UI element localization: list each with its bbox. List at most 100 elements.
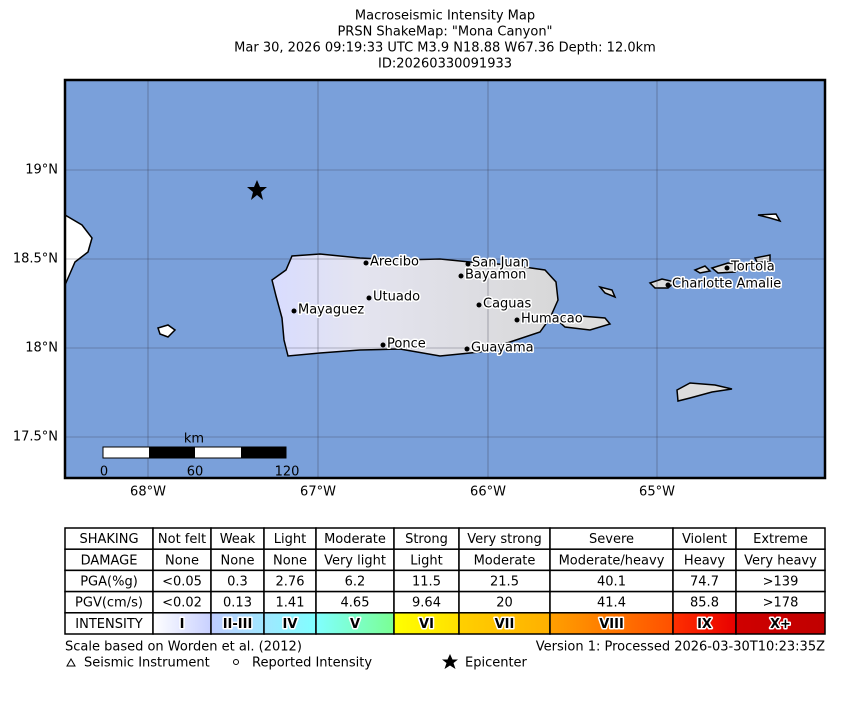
- table-text: 40.1: [597, 575, 626, 590]
- table-text: 21.5: [490, 575, 519, 590]
- city-label: Humacao: [521, 312, 583, 327]
- lon-label: 67°W: [300, 485, 336, 500]
- table-text: 4.65: [341, 596, 370, 611]
- city-label: Charlotte Amalie: [672, 277, 781, 292]
- city-dot: [366, 295, 372, 301]
- intensity-label: VIII: [599, 617, 624, 632]
- anegada: [757, 213, 782, 223]
- table-text: Very heavy: [744, 553, 817, 568]
- table-text: Heavy: [684, 553, 725, 568]
- scale-label: 60: [187, 465, 204, 480]
- reported-legend: Reported Intensity: [252, 656, 372, 671]
- mona-island: [157, 324, 177, 338]
- city-label: Tortola: [730, 260, 775, 275]
- table-text: SHAKING: [79, 532, 138, 547]
- intensity-label: II-III: [223, 617, 253, 632]
- table-text: PGA(%g): [80, 575, 138, 590]
- table-text: 41.4: [597, 596, 626, 611]
- intensity-label: VI: [419, 617, 434, 632]
- lon-label: 66°W: [470, 485, 506, 500]
- instrument-legend: Seismic Instrument: [84, 656, 210, 671]
- intensity-label: IX: [697, 617, 712, 632]
- table-text: None: [273, 553, 307, 568]
- table-text: Very light: [324, 553, 386, 568]
- lat-label: 18.5°N: [13, 252, 58, 267]
- intensity-label: I: [180, 617, 185, 632]
- intensity-label: IV: [283, 617, 298, 632]
- table-text: 6.2: [345, 575, 366, 590]
- city-dot: [514, 317, 520, 323]
- scale-bar: km 0 60 120: [100, 432, 300, 480]
- table-text: Moderate: [474, 553, 536, 568]
- table-text: Strong: [405, 532, 448, 547]
- city-dot: [458, 273, 464, 279]
- table-text: 85.8: [690, 596, 719, 611]
- city-dot: [380, 342, 386, 348]
- title-line: ID:20260330091933: [378, 57, 512, 72]
- table-text: Severe: [589, 532, 634, 547]
- table-text: None: [165, 553, 199, 568]
- title-line: Macroseismic Intensity Map: [355, 9, 535, 24]
- city-label: Bayamon: [465, 268, 526, 283]
- lon-label: 65°W: [639, 485, 675, 500]
- intensity-label: X+: [770, 617, 791, 632]
- table-text: 0.13: [223, 596, 252, 611]
- vieques: [553, 315, 612, 331]
- table-text: 2.76: [276, 575, 305, 590]
- city-label: Mayaguez: [298, 303, 364, 318]
- lon-label: 68°W: [130, 485, 166, 500]
- table-text: Light: [410, 553, 442, 568]
- table-text: <0.05: [162, 575, 202, 590]
- reported-icon: [233, 659, 239, 665]
- table-text: INTENSITY: [75, 617, 142, 632]
- table-text: Extreme: [753, 532, 808, 547]
- title-line: Mar 30, 2026 09:19:33 UTC M3.9 N18.88 W6…: [234, 41, 656, 56]
- scale-note: Scale based on Worden et al. (2012): [65, 640, 302, 655]
- table-text: None: [221, 553, 255, 568]
- table-text: Very strong: [467, 532, 541, 547]
- table-cell: [735, 612, 826, 635]
- city-label: Guayama: [471, 341, 534, 356]
- title: Macroseismic Intensity Map PRSN ShakeMap…: [234, 9, 656, 72]
- lat-label: 18°N: [25, 341, 58, 356]
- epicenter-star: [247, 180, 267, 200]
- instrument-icon: [66, 657, 76, 667]
- table-text: Light: [274, 532, 306, 547]
- city-dot: [724, 265, 730, 271]
- intensity-label: V: [350, 617, 360, 632]
- epicenter-icon: [442, 654, 458, 669]
- culebra: [597, 285, 617, 299]
- city-label: Arecibo: [370, 255, 419, 270]
- intensity-table: SHAKING Not felt Weak Light Moderate Strong Ve…: [64, 527, 826, 635]
- table-text: >178: [763, 596, 799, 611]
- scale-label: 0: [100, 465, 108, 480]
- st-croix: [676, 382, 733, 402]
- table-text: 11.5: [412, 575, 441, 590]
- city-dot: [363, 260, 369, 266]
- city-label: Utuado: [373, 290, 420, 305]
- city-label: Caguas: [483, 297, 532, 312]
- table-text: Weak: [220, 532, 256, 547]
- city-dot: [476, 302, 482, 308]
- scale-bar-segment: [241, 447, 286, 458]
- scale-unit: km: [184, 432, 204, 447]
- table-text: 9.64: [412, 596, 441, 611]
- city-dot: [291, 308, 297, 314]
- epicenter-legend: Epicenter: [465, 656, 528, 671]
- scale-bar-segment: [149, 447, 195, 458]
- scale-label: 120: [275, 465, 300, 480]
- lat-label: 19°N: [25, 163, 58, 178]
- map-frame: [63, 78, 827, 480]
- city-dot: [465, 261, 471, 267]
- table-text: PGV(cm/s): [75, 596, 143, 611]
- intensity-label: VII: [495, 617, 515, 632]
- table-text: 20: [496, 596, 513, 611]
- graticule: [65, 80, 825, 478]
- table-text: 74.7: [690, 575, 719, 590]
- bvi: [693, 254, 771, 274]
- city-dot: [464, 346, 470, 352]
- lat-label: 17.5°N: [13, 430, 58, 445]
- table-text: Moderate/heavy: [559, 553, 665, 568]
